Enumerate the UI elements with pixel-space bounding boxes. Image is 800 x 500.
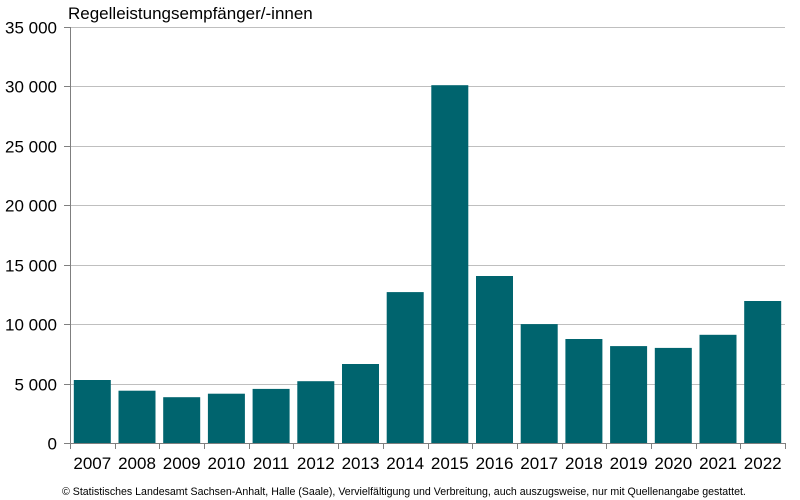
bars <box>73 85 782 443</box>
x-tick-label: 2013 <box>342 454 380 473</box>
bar-2008 <box>118 390 156 443</box>
y-tick-label: 25 000 <box>5 138 57 157</box>
y-tick-label: 10 000 <box>5 316 57 335</box>
x-tick-label: 2022 <box>744 454 782 473</box>
bar-2007 <box>73 380 111 443</box>
bar-2014 <box>386 292 424 443</box>
x-tick-label: 2021 <box>699 454 737 473</box>
bar-2017 <box>520 324 558 443</box>
bar-2019 <box>610 346 648 443</box>
bar-2012 <box>297 381 335 443</box>
bar-2021 <box>699 334 737 443</box>
source-footnote: © Statistisches Landesamt Sachsen-Anhalt… <box>62 486 746 498</box>
bar-2018 <box>565 339 603 443</box>
y-axis-label: Regelleistungsempfänger/-innen <box>68 4 313 23</box>
x-tick-label: 2014 <box>386 454 424 473</box>
y-tick-label: 20 000 <box>5 197 57 216</box>
x-tick-label: 2018 <box>565 454 603 473</box>
y-tick-label: 35 000 <box>5 19 57 38</box>
x-tick-label: 2019 <box>610 454 648 473</box>
gridlines <box>70 27 785 385</box>
bar-2020 <box>654 347 692 443</box>
x-tick-label: 2012 <box>297 454 335 473</box>
bar-2015 <box>431 85 469 443</box>
bar-2022 <box>744 301 782 443</box>
x-tick-label: 2009 <box>163 454 201 473</box>
x-tick-label: 2007 <box>73 454 111 473</box>
x-tick-label: 2020 <box>654 454 692 473</box>
bar-2011 <box>252 388 290 443</box>
bar-2010 <box>207 393 245 443</box>
y-tick-label: 15 000 <box>5 257 57 276</box>
x-tick-label: 2008 <box>118 454 156 473</box>
bar-2009 <box>163 397 201 443</box>
x-tick-label: 2010 <box>207 454 245 473</box>
x-tick-label: 2016 <box>476 454 514 473</box>
x-tick-label: 2017 <box>520 454 558 473</box>
y-tick-label: 30 000 <box>5 78 57 97</box>
y-tick-label: 5 000 <box>14 376 57 395</box>
x-tick-label: 2015 <box>431 454 469 473</box>
bar-2016 <box>476 276 513 443</box>
x-tick-label: 2011 <box>253 454 290 473</box>
axes <box>64 27 786 449</box>
y-tick-label: 0 <box>48 435 57 454</box>
tick-labels: 0 5 000 10 000 15 000 20 000 25 000 30 000 35 0… <box>5 19 782 474</box>
bar-2013 <box>342 364 379 443</box>
